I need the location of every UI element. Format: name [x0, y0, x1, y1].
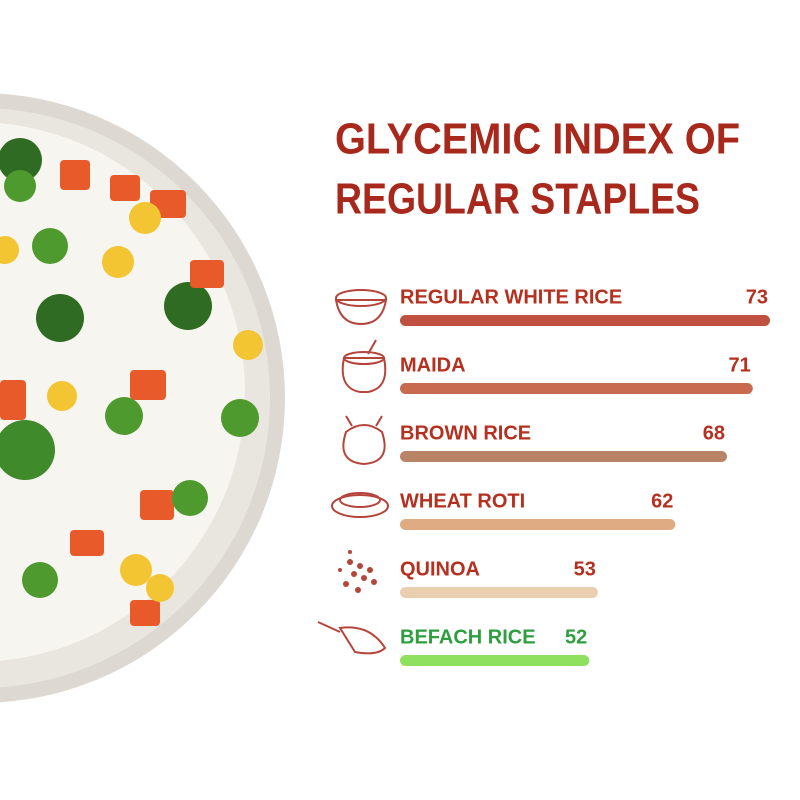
grain-sack-icon — [342, 415, 386, 466]
bar — [400, 383, 753, 394]
icons — [317, 289, 389, 655]
value-label: 62 — [651, 490, 673, 512]
scoop-icon — [317, 621, 387, 655]
bar — [400, 655, 590, 666]
bar — [400, 587, 598, 598]
value-label: 52 — [565, 626, 587, 648]
bar — [400, 315, 770, 326]
rice-bowl-icon — [334, 289, 388, 326]
chart-title: GLYCEMIC INDEX OF — [335, 115, 740, 164]
category-label: REGULAR WHITE RICE — [400, 286, 622, 308]
value-label: 73 — [746, 286, 768, 308]
category-label: QUINOA — [400, 558, 480, 580]
roti-icon — [331, 492, 389, 518]
category-label: BROWN RICE — [400, 422, 531, 444]
rice-bowl — [0, 93, 285, 703]
chart-title: REGULAR STAPLES — [335, 175, 700, 224]
title: GLYCEMIC INDEX OF REGULAR STAPLES — [335, 115, 740, 224]
category-label: BEFACH RICE — [400, 626, 536, 648]
value-label: 71 — [729, 354, 751, 376]
flour-sack-icon — [341, 339, 387, 393]
bar — [400, 451, 727, 462]
value-label: 53 — [574, 558, 596, 580]
value-label: 68 — [703, 422, 725, 444]
bar — [400, 519, 676, 530]
category-label: MAIDA — [400, 354, 466, 376]
quinoa-icon — [338, 550, 377, 593]
category-label: WHEAT ROTI — [400, 490, 525, 512]
